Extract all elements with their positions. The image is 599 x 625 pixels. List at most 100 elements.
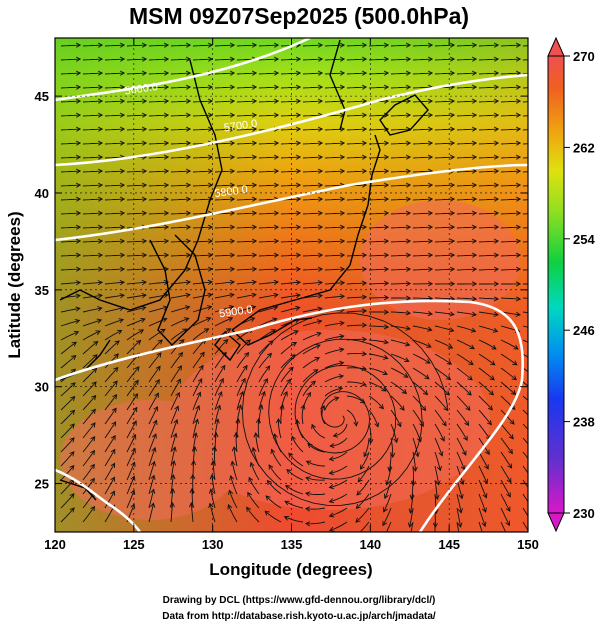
streamline-arrow [471,84,478,90]
streamline [412,311,433,315]
streamline-arrow [436,465,442,472]
streamline-arrow [153,405,159,412]
streamline-arrow [97,182,104,188]
streamline-arrow [471,266,478,272]
streamline-arrow [339,252,346,258]
streamline-arrow [207,98,214,104]
streamline-arrow [483,478,488,485]
streamline [302,58,323,61]
streamline-arrow [427,252,434,258]
streamline [280,142,301,145]
streamline [60,355,76,369]
streamline-arrow [295,224,302,230]
streamline-arrow [249,317,256,322]
streamline-arrow [493,266,500,272]
streamline [500,240,521,243]
streamline-arrow [131,433,137,440]
streamline-arrow [229,279,236,285]
streamline [346,128,367,131]
streamline [214,391,223,411]
streamline-arrow [90,422,96,428]
streamline [60,307,80,313]
streamline [280,404,284,425]
streamline [214,317,233,327]
streamline-arrow [119,140,126,146]
streamline [522,87,528,89]
streamline [412,212,433,215]
streamline [434,114,455,117]
streamline-arrow [97,112,104,118]
streamline [236,281,257,285]
streamline-arrow [239,390,245,397]
streamline [170,461,175,481]
streamline-arrow [119,210,126,216]
streamline [258,294,278,299]
streamline [478,58,499,61]
streamline [247,492,260,509]
streamline-arrow [295,196,302,202]
streamline [346,353,367,355]
streamline-arrow [487,405,493,411]
streamline [104,294,125,299]
streamline-arrow [449,42,456,48]
streamline-arrow [317,210,324,216]
streamline [236,339,251,355]
streamline [412,268,433,271]
streamline [258,240,279,243]
streamline [235,432,238,453]
streamline-arrow [228,489,234,495]
streamline [434,226,455,229]
streamline [60,281,81,285]
streamline-arrow [443,405,449,412]
streamline [82,240,103,243]
streamline [412,100,433,103]
streamline-arrow [284,500,290,506]
streamline-arrow [75,182,82,188]
streamline-arrow [383,196,390,202]
streamline [330,437,348,447]
streamline [368,395,384,409]
streamline-arrow [534,375,539,379]
streamline-arrow [207,224,214,230]
streamline-arrow [306,391,312,398]
streamline [500,58,521,61]
streamline-arrow [427,196,434,202]
streamline-arrow [196,391,202,397]
streamline-arrow [163,42,170,48]
streamline [500,268,521,271]
streamline-arrow [533,390,538,394]
streamline-arrow [191,445,198,452]
streamline-arrow [405,140,412,146]
streamline [478,72,499,75]
streamline-arrow [361,140,368,146]
streamline [382,507,392,526]
streamline-arrow [339,347,345,353]
streamline-arrow [141,56,148,62]
streamline [324,170,345,173]
streamline [302,254,323,257]
streamline-arrow [130,475,136,481]
streamline [368,353,388,359]
streamline [434,465,440,485]
streamline [126,72,147,75]
streamline-arrow [69,464,75,471]
streamline-arrow [316,319,323,325]
streamline [264,510,282,523]
streamline [388,452,392,472]
streamline [214,44,235,47]
streamline [60,184,81,187]
streamline [170,170,191,173]
streamline-arrow [449,196,456,202]
streamline [60,451,75,467]
streamline [434,367,451,380]
streamline [126,462,136,481]
streamline [126,366,140,383]
streamline [126,254,147,257]
streamline [236,128,257,131]
streamline-arrow [493,42,500,48]
streamline-arrow [163,140,170,146]
streamline [126,198,147,201]
streamline-arrow [251,70,258,76]
streamline-arrow [493,252,500,258]
streamline-arrow [381,386,387,392]
